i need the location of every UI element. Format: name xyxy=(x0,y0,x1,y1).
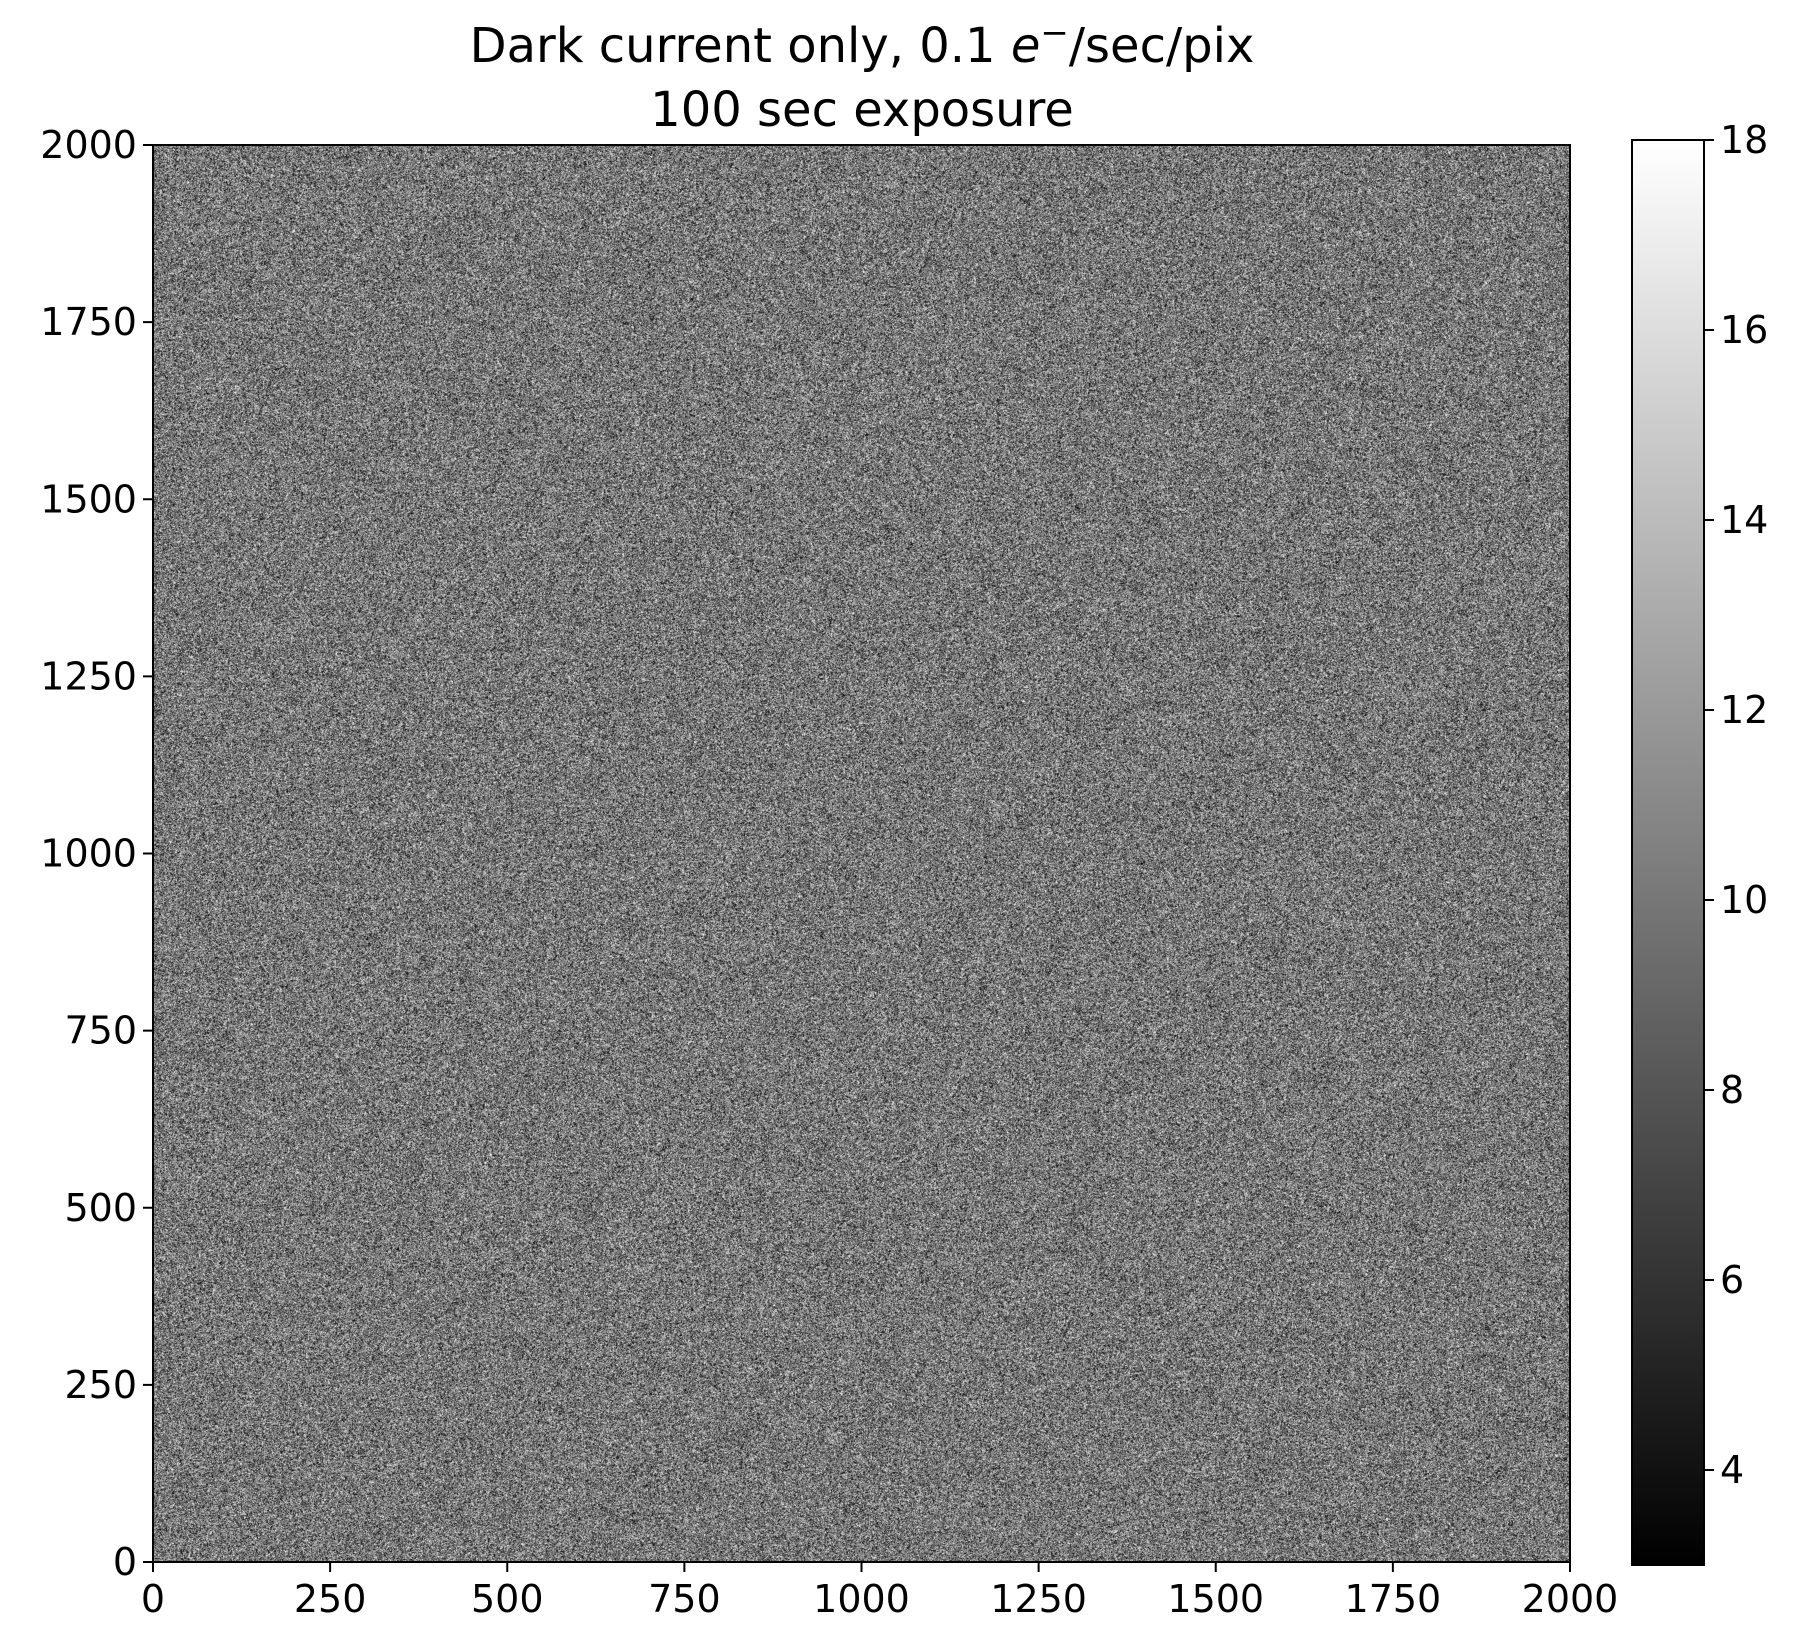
colorbar-tick-label: 4 xyxy=(1720,1448,1744,1492)
colorbar-axis: 4 6 8 10 12 14 16 18 xyxy=(1704,118,1768,1492)
x-tick-label: 1750 xyxy=(1345,1577,1442,1621)
y-tick-label: 250 xyxy=(64,1363,137,1407)
x-tick-label: 1250 xyxy=(990,1577,1087,1621)
image-plot-area xyxy=(153,145,1570,1562)
colorbar-tick-label: 8 xyxy=(1720,1068,1744,1112)
x-tick-label: 2000 xyxy=(1522,1577,1619,1621)
colorbar-tick-label: 10 xyxy=(1720,878,1768,922)
y-tick-label: 1750 xyxy=(40,300,137,344)
colorbar xyxy=(1632,140,1704,1565)
y-tick-label: 1250 xyxy=(40,654,137,698)
y-tick-label: 750 xyxy=(64,1009,137,1053)
y-tick-label: 1500 xyxy=(40,477,137,521)
y-tick-label: 2000 xyxy=(40,123,137,167)
y-tick-label: 500 xyxy=(64,1186,137,1230)
noise-image xyxy=(153,145,1570,1562)
title-superscript: − xyxy=(1040,13,1069,53)
title-prefix: Dark current only, 0.1 xyxy=(470,18,1011,74)
title-symbol: e xyxy=(1011,18,1041,74)
chart-title-line2: 100 sec exposure xyxy=(650,82,1074,138)
x-tick-label: 0 xyxy=(141,1577,165,1621)
y-tick-label: 0 xyxy=(113,1540,137,1584)
y-tick-label: 1000 xyxy=(40,832,137,876)
x-tick-label: 1500 xyxy=(1167,1577,1264,1621)
x-tick-label: 500 xyxy=(471,1577,544,1621)
colorbar-tick-label: 12 xyxy=(1720,688,1768,732)
colorbar-tick-label: 18 xyxy=(1720,118,1768,162)
title-suffix: /sec/pix xyxy=(1069,18,1254,74)
x-tick-label: 1000 xyxy=(813,1577,910,1621)
chart-title-line1: Dark current only, 0.1 e−/sec/pix xyxy=(470,13,1255,74)
x-tick-label: 750 xyxy=(648,1577,721,1621)
y-axis: 0 250 500 750 1000 1250 1500 1750 2000 xyxy=(40,123,153,1584)
colorbar-frame xyxy=(1631,139,1705,1566)
colorbar-tick-label: 16 xyxy=(1720,308,1768,352)
colorbar-tick-label: 6 xyxy=(1720,1258,1744,1302)
x-axis: 0 250 500 750 1000 1250 1500 1750 2000 xyxy=(141,1562,1618,1621)
x-tick-label: 250 xyxy=(294,1577,367,1621)
colorbar-tick-label: 14 xyxy=(1720,498,1768,542)
